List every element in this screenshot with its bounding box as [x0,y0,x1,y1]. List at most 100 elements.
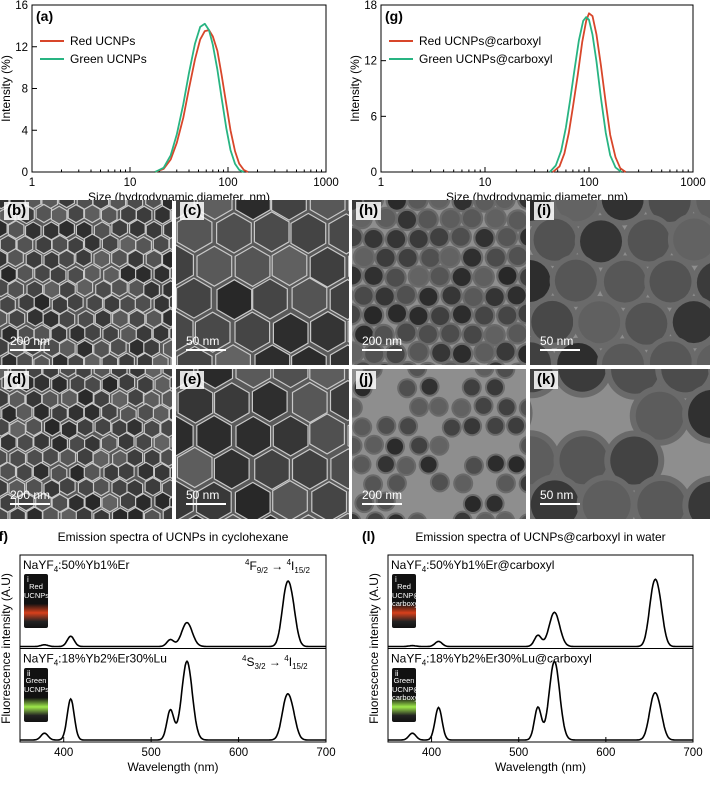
scale-bar: 200 nm [10,334,50,351]
y-axis-label: Fluorescence intensity (A.U) [0,573,13,724]
series-line-green [154,22,245,173]
composition-label: NaYF4:50%Yb1%Er@carboxyl [391,558,554,574]
tem-texture [530,200,710,365]
series-line-red [154,29,249,173]
scale-bar: 200 nm [10,488,50,505]
x-tick-label: 1 [378,177,384,189]
chart-title: Emission spectra of UCNPs in cyclohexane [58,530,289,544]
x-tick-label: 600 [229,747,248,759]
x-tick-label: 700 [683,747,702,759]
vial-index: i [27,575,29,584]
y-tick-label: 18 [364,0,377,12]
tem-panel-label: (j) [356,371,377,389]
tem-texture [352,369,526,519]
tem-panel-label: (e) [180,371,205,389]
y-axis-label: Intensity (%) [348,55,362,122]
x-tick-label: 1 [29,177,35,189]
legend-entry: Red UCNPs [70,34,135,48]
x-tick-label: 700 [316,747,335,759]
scale-bar-line [186,349,226,351]
tem-texture [176,200,349,365]
x-axis-label: Wavelength (nm) [495,760,586,774]
scale-bar: 200 nm [362,334,402,351]
scale-bar-label: 50 nm [186,488,220,502]
scale-bar-line [540,349,580,351]
tem-panel-label: (h) [356,202,382,220]
x-tick-label: 100 [218,177,237,189]
spectrum-line [388,659,693,741]
y-tick-label: 8 [22,84,28,96]
x-tick-label: 500 [142,747,161,759]
x-tick-label: 100 [579,177,598,189]
tem-image-j: (j) 200 nm [352,369,526,519]
spectrum-line [388,578,693,648]
y-tick-label: 4 [22,125,29,137]
scale-bar-label: 200 nm [362,488,403,502]
y-axis-label: Intensity (%) [0,55,13,122]
x-tick-label: 400 [54,747,73,759]
tem-texture [0,200,172,365]
panel-label: (l) [362,528,375,544]
scale-bar: 200 nm [362,488,402,505]
scale-bar: 50 nm [540,488,580,505]
tem-panel-label: (i) [534,202,555,220]
x-tick-label: 1000 [680,177,706,189]
tem-image-i: (i) 50 nm [530,200,710,365]
y-tick-label: 12 [364,56,377,68]
tem-panel-label: (d) [4,371,30,389]
panel-label: (a) [36,8,53,24]
spectrum-line [20,660,326,741]
chart-title: Emission spectra of UCNPs@carboxyl in wa… [415,530,665,544]
tem-image-k: (k) 50 nm [530,369,710,519]
vial-caption: Red UCNP@ carboxyl [392,582,416,608]
scale-bar-line [540,503,580,505]
scale-bar-label: 50 nm [540,488,574,502]
tem-texture [0,369,172,519]
spectra-chart-l: (l) Emission spectra of UCNPs@carboxyl in… [362,528,703,774]
scale-bar: 50 nm [186,488,226,505]
vial-index: ii [395,669,399,678]
y-tick-label: 6 [371,111,377,123]
vial-index: ii [27,669,31,678]
composition-label: NaYF4:18%Yb2%Er30%Lu@carboxyl [391,652,592,668]
x-tick-label: 10 [479,177,492,189]
scale-bar-label: 200 nm [10,334,51,348]
tem-texture [352,200,526,365]
tem-image-h: (h) 200 nm [352,200,526,365]
tem-texture [176,369,349,519]
series-line-green [549,16,622,173]
series-line-red [552,12,627,173]
x-tick-label: 600 [596,747,615,759]
tem-image-e: (e) 50 nm [176,369,349,519]
legend-entry: Green UCNPs [70,52,147,66]
scale-bar-line [186,503,226,505]
vial-caption: Green UCNPs [24,676,48,694]
vial-photo-1: i Red UCNPs [24,574,48,628]
vial-photo-2: ii Green UCNPs [24,668,48,722]
scale-bar-label: 200 nm [10,488,51,502]
scale-bar-line [362,349,402,351]
y-tick-label: 0 [22,167,28,179]
y-axis-label: Fluorescence intensity (A.U) [367,573,381,724]
legend-entry: Red UCNPs@carboxyl [419,34,541,48]
x-tick-label: 1000 [313,177,339,189]
scale-bar-line [10,503,50,505]
tem-texture [530,369,710,519]
spectra-chart-f: (f) Emission spectra of UCNPs in cyclohex… [0,528,336,774]
tem-image-d: (d) 200 nm [0,369,172,519]
transition-annotation: 4F9/2 → 4I15/2 [245,558,311,575]
scale-bar-label: 200 nm [362,334,403,348]
y-tick-label: 12 [15,42,28,54]
panel-label: (g) [385,8,403,24]
plot-frame [31,4,327,173]
composition-label: NaYF4:50%Yb1%Er [23,558,130,574]
vial-caption: Green UCNP@ carboxyl [392,676,416,702]
tem-image-b: (b) 200 nm [0,200,172,365]
y-tick-label: 16 [15,0,28,12]
tem-panel-label: (b) [4,202,30,220]
tem-panel-label: (c) [180,202,205,220]
